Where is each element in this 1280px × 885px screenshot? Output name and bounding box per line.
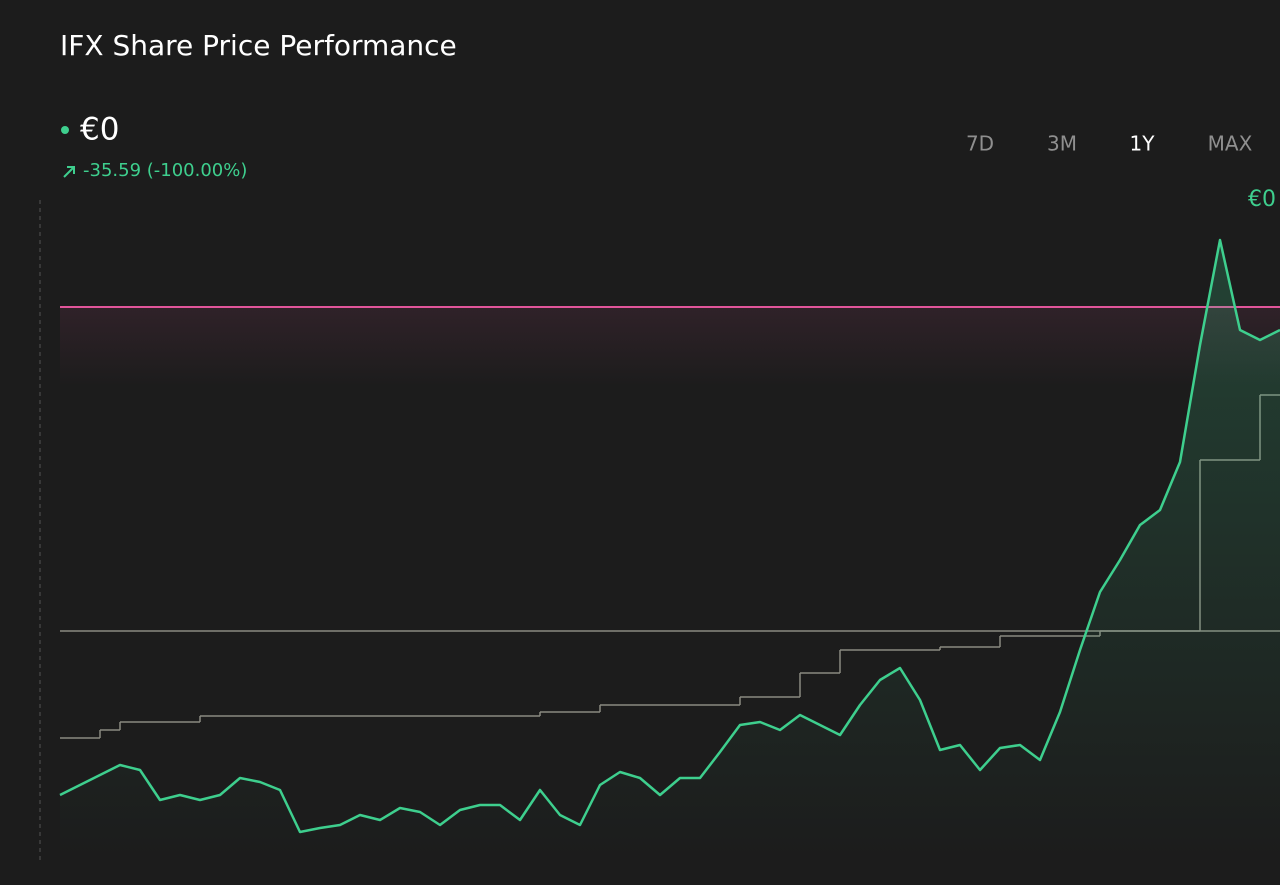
plot: €0 bbox=[59, 187, 1280, 860]
status-dot bbox=[61, 126, 69, 134]
change: -35.59 (-100.00%) bbox=[83, 160, 247, 181]
range-button[interactable]: MAX bbox=[1208, 132, 1253, 156]
change-icon bbox=[63, 166, 75, 178]
price: €0 bbox=[80, 112, 119, 148]
peak-annotation: €0 bbox=[1248, 187, 1276, 212]
range-button[interactable]: 1Y bbox=[1130, 132, 1156, 156]
chart-title: IFX Share Price Performance bbox=[60, 29, 457, 62]
range-button[interactable]: 3M bbox=[1047, 132, 1077, 156]
range-button[interactable]: 7D bbox=[966, 132, 994, 156]
area-fill bbox=[60, 240, 1280, 860]
price-line bbox=[59, 238, 1280, 834]
reference-area bbox=[60, 307, 1280, 387]
range-buttons: 7D 3M 1Y MAX bbox=[966, 132, 1253, 156]
